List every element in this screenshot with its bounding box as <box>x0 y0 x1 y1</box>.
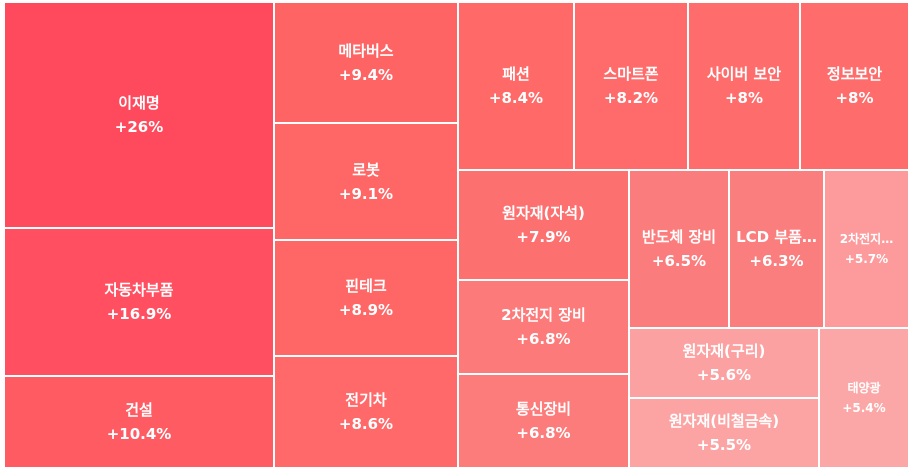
tile-label: 원자재(비철금속) <box>668 412 780 430</box>
treemap-tile[interactable]: 원자재(비철금속) +5.5% <box>629 398 819 468</box>
tile-label: 건설 <box>125 401 153 419</box>
tile-value: +6.8% <box>516 330 571 348</box>
tile-label: 태양광 <box>847 381 881 395</box>
tile-value: +6.3% <box>749 252 804 270</box>
tile-label: 반도체 장비 <box>641 228 717 246</box>
tile-value: +5.4% <box>842 401 886 415</box>
treemap-tile[interactable]: 전기차 +8.6% <box>274 356 458 468</box>
treemap-tile[interactable]: 통신장비 +6.8% <box>458 374 629 468</box>
tile-value: +5.6% <box>696 366 752 384</box>
treemap-tile[interactable]: 핀테크 +8.9% <box>274 240 458 356</box>
treemap-tile[interactable]: 스마트폰 +8.2% <box>574 2 688 170</box>
tile-label: 이재명 <box>118 94 160 112</box>
tile-value: +8.6% <box>338 415 394 433</box>
treemap-tile[interactable]: 메타버스 +9.4% <box>274 2 458 123</box>
tile-value: +9.4% <box>338 65 394 84</box>
tile-label: 2차전지 장비 <box>501 306 586 324</box>
tile-value: +5.5% <box>696 436 752 454</box>
tile-value: +16.9% <box>106 305 172 323</box>
tile-label: 로봇 <box>352 160 380 179</box>
tile-value: +7.9% <box>516 228 571 246</box>
tile-label: 정보보안 <box>826 65 883 83</box>
tile-value: +8.4% <box>488 89 544 107</box>
tile-value: +9.1% <box>338 184 394 203</box>
tile-value: +8.9% <box>338 301 394 319</box>
tile-value: +8.2% <box>603 89 659 107</box>
tile-label: 스마트폰 <box>603 65 659 83</box>
tile-label: LCD 부품… <box>736 228 817 246</box>
tile-label: 원자재(구리) <box>682 342 766 360</box>
treemap-tile[interactable]: 자동차부품 +16.9% <box>4 228 274 376</box>
treemap-tile[interactable]: 이재명 +26% <box>4 2 274 228</box>
treemap-tile[interactable]: 로봇 +9.1% <box>274 123 458 240</box>
treemap-tile[interactable]: 반도체 장비 +6.5% <box>629 170 729 328</box>
treemap-tile[interactable]: 2차전지… +5.7% <box>824 170 909 328</box>
treemap-tile[interactable]: 2차전지 장비 +6.8% <box>458 280 629 374</box>
tile-value: +10.4% <box>106 425 172 443</box>
treemap-tile[interactable]: 패션 +8.4% <box>458 2 574 170</box>
treemap-tile[interactable]: 사이버 보안 +8% <box>688 2 800 170</box>
tile-value: +5.7% <box>844 252 889 266</box>
tile-label: 2차전지… <box>839 232 894 246</box>
treemap-tile[interactable]: 정보보안 +8% <box>800 2 909 170</box>
treemap-tile[interactable]: LCD 부품… +6.3% <box>729 170 824 328</box>
treemap-tile[interactable]: 원자재(구리) +5.6% <box>629 328 819 398</box>
tile-label: 통신장비 <box>515 400 572 418</box>
tile-label: 핀테크 <box>345 277 387 295</box>
tile-value: +26% <box>114 118 164 136</box>
tile-label: 사이버 보안 <box>706 65 782 83</box>
tile-value: +6.8% <box>516 424 571 442</box>
treemap-tile[interactable]: 건설 +10.4% <box>4 376 274 468</box>
tile-value: +8% <box>835 89 874 107</box>
tile-label: 패션 <box>502 65 530 83</box>
treemap-tile[interactable]: 태양광 +5.4% <box>819 328 909 468</box>
tile-label: 자동차부품 <box>104 281 174 299</box>
tile-label: 원자재(자석) <box>502 204 585 222</box>
treemap-tile[interactable]: 원자재(자석) +7.9% <box>458 170 629 280</box>
tile-label: 전기차 <box>345 391 387 409</box>
tile-label: 메타버스 <box>338 41 394 60</box>
tile-value: +6.5% <box>651 252 707 270</box>
tile-value: +8% <box>724 89 764 107</box>
